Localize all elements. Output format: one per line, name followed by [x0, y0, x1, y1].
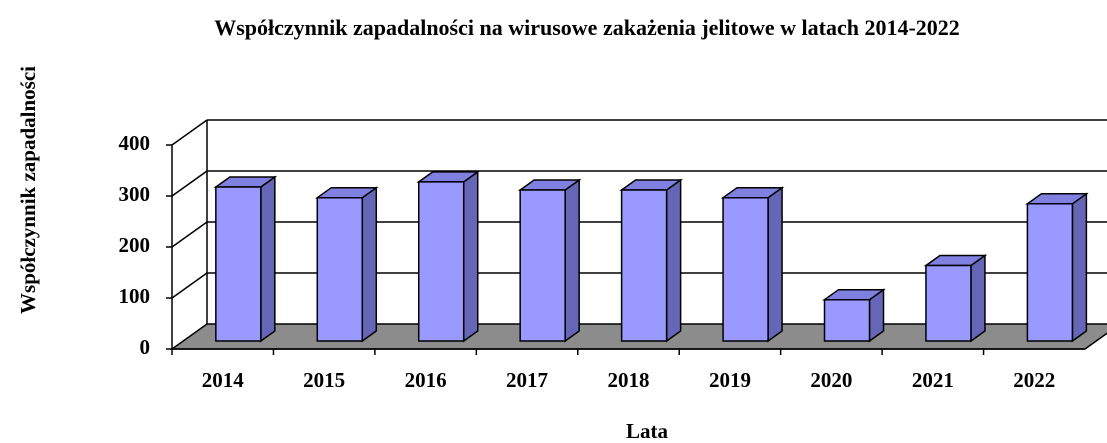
bar-side [361, 186, 378, 343]
y-tick-label: 200 [119, 233, 151, 257]
bar-side [260, 175, 276, 343]
bar-side [564, 178, 580, 343]
x-tick-label: 2021 [912, 368, 954, 392]
bar [823, 298, 871, 342]
bar-side [970, 254, 986, 343]
bar [215, 186, 262, 342]
x-axis-label: Lata [626, 419, 669, 443]
chart-title: Współczynnik zapadalności na wirusowe za… [214, 15, 960, 40]
x-tick-label: 2016 [405, 368, 447, 392]
bar [417, 181, 465, 342]
y-tick-label: 400 [119, 131, 151, 155]
bar-side [767, 186, 783, 343]
bar-side [462, 170, 479, 343]
x-tick-label: 2022 [1013, 368, 1055, 392]
bar [1026, 203, 1074, 342]
y-tick-label: 0 [140, 335, 151, 359]
bar [316, 196, 364, 342]
x-tick-label: 2019 [709, 368, 751, 392]
bar [620, 189, 668, 342]
bar [722, 196, 769, 342]
bar [925, 264, 972, 342]
bar-side [665, 178, 682, 343]
bar-side [1071, 192, 1088, 343]
grid-line [171, 221, 208, 248]
x-tick-label: 2020 [810, 368, 852, 392]
x-tick-label: 2018 [608, 368, 650, 392]
grid-line [171, 119, 208, 146]
bar [519, 189, 566, 342]
y-tick-label: 300 [119, 182, 151, 206]
x-tick-label: 2017 [506, 368, 548, 392]
x-tick-label: 2014 [202, 368, 245, 392]
grid-line [171, 170, 208, 197]
y-tick-label: 100 [119, 284, 151, 308]
grid-line [171, 272, 208, 299]
x-tick-label: 2015 [303, 368, 345, 392]
y-axis-label: Współczynnik zapadalności [16, 66, 40, 314]
